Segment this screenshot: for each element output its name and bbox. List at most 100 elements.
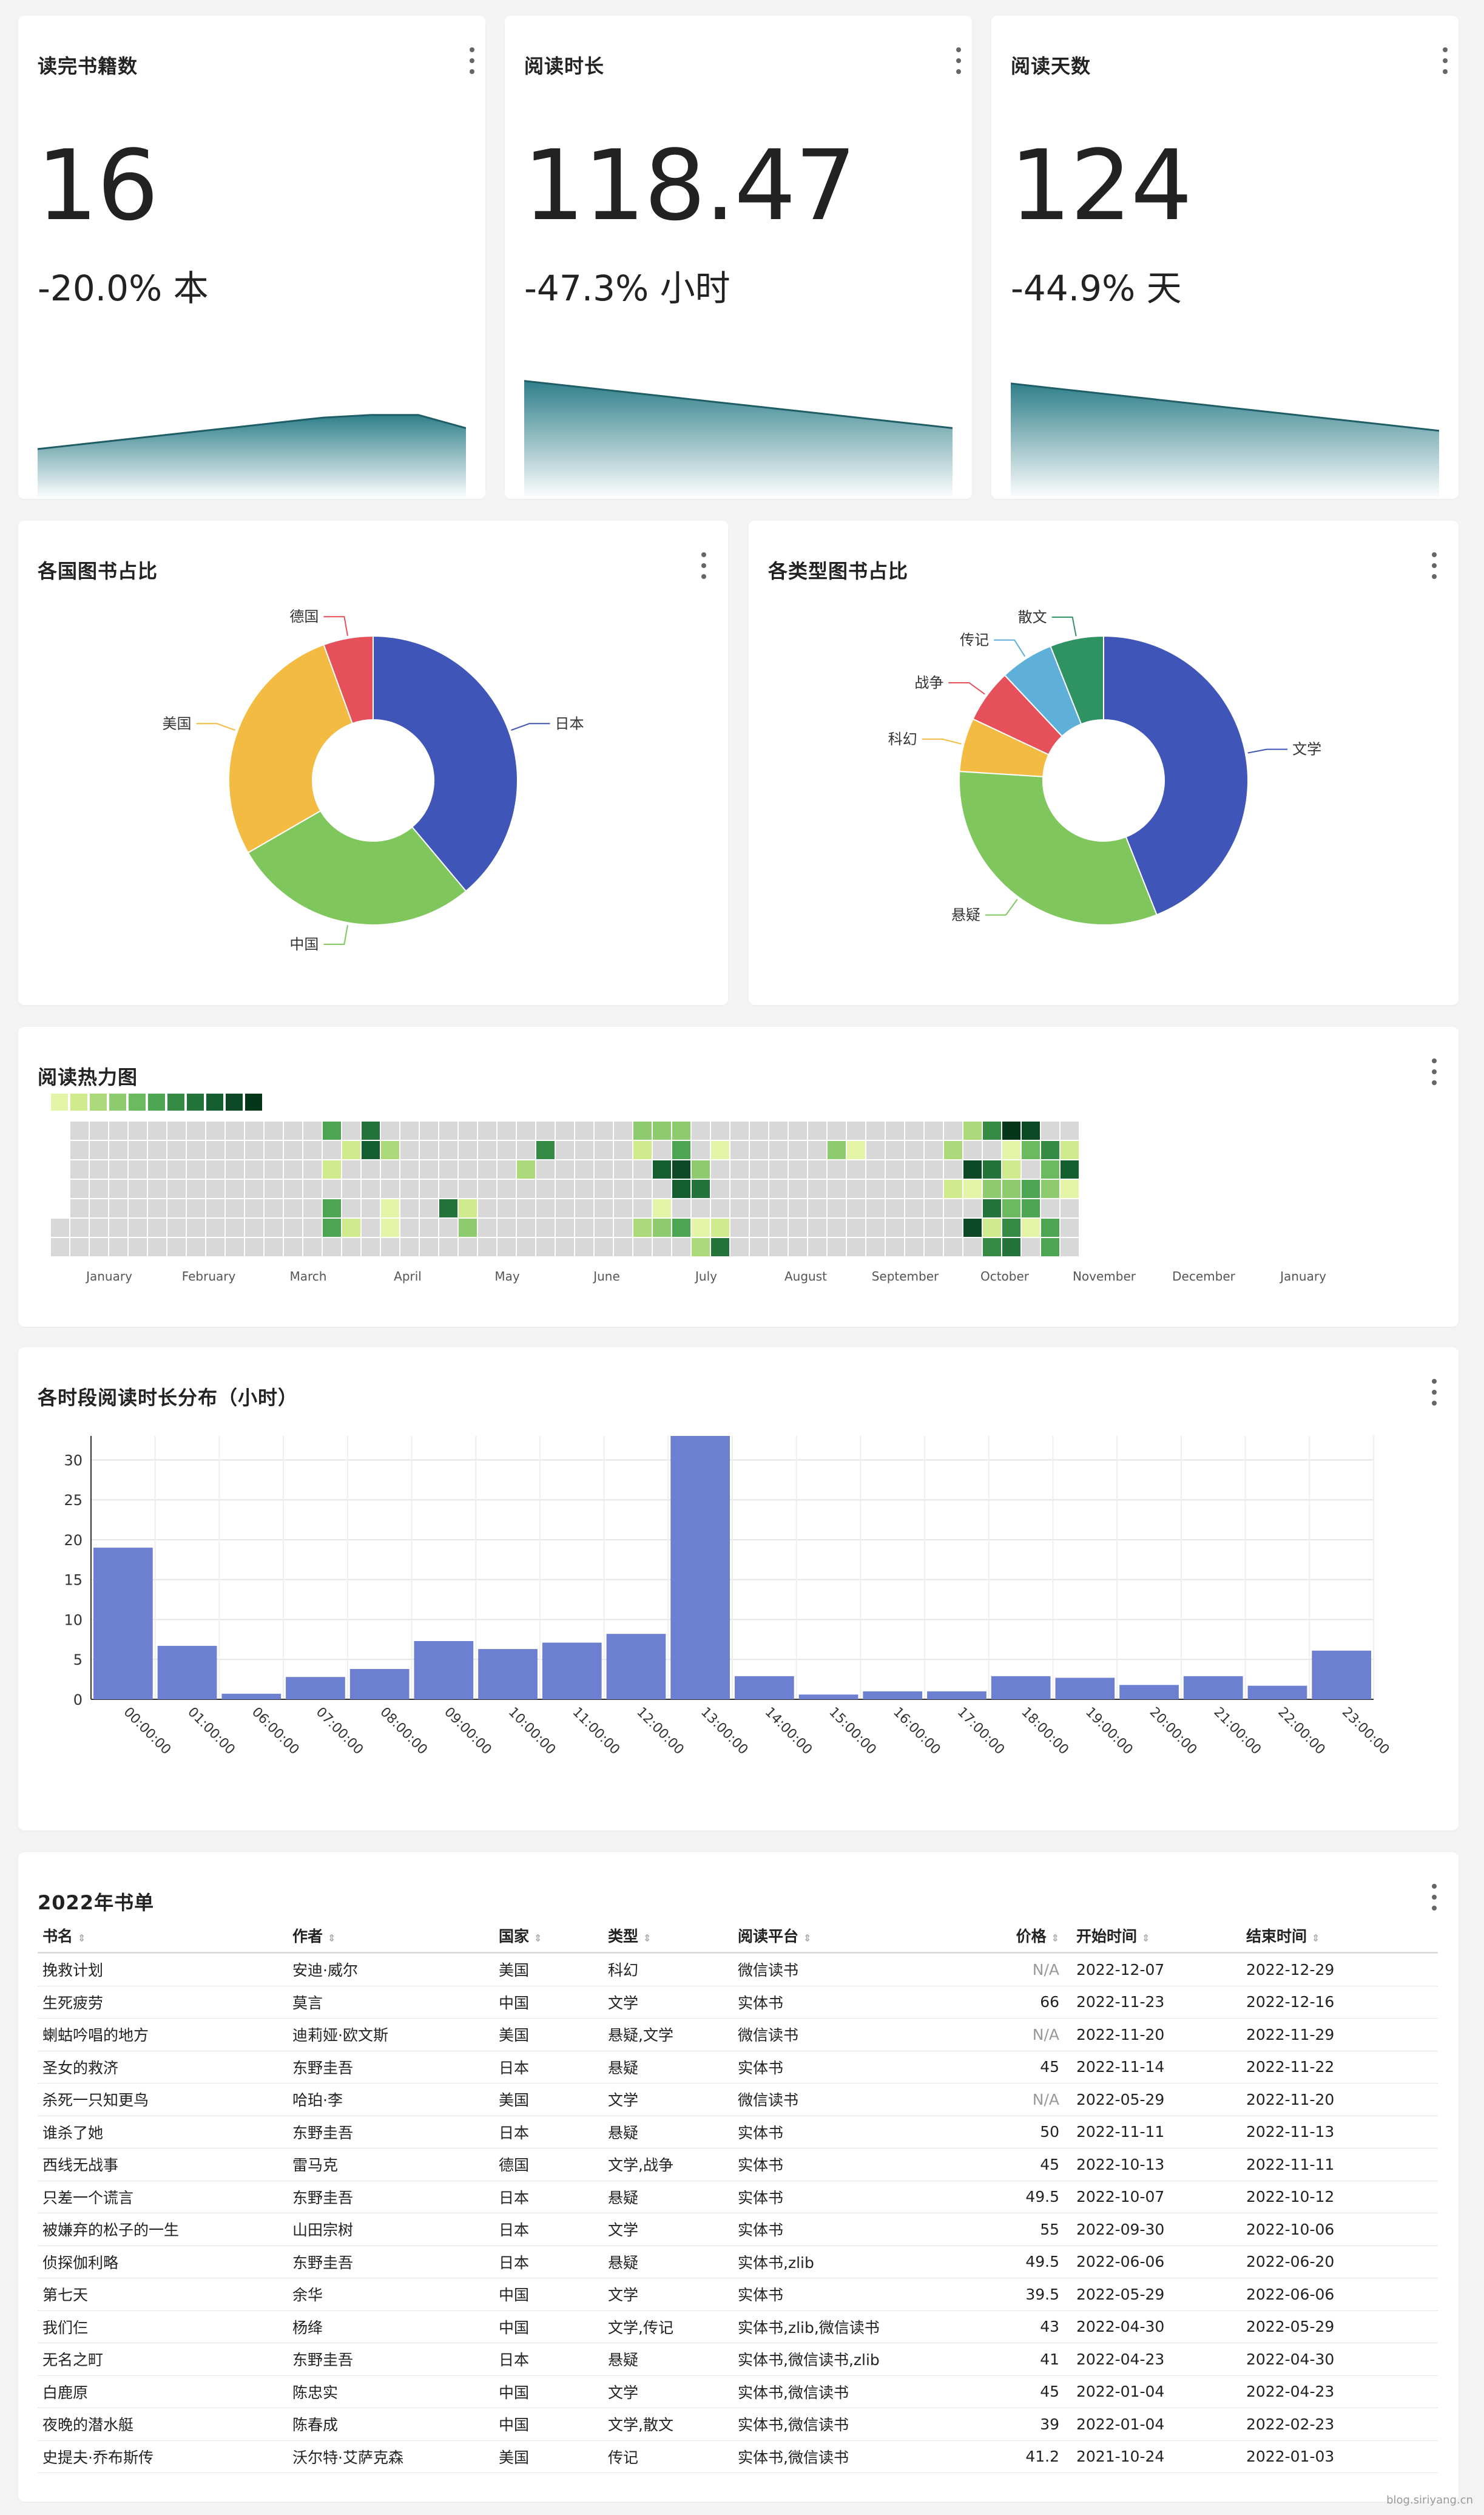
heatmap-cell <box>692 1160 710 1179</box>
heatmap-cell <box>692 1199 710 1217</box>
pie-label: 科幻 <box>888 731 917 748</box>
heatmap-cell <box>886 1122 904 1140</box>
table-cell: 陈忠实 <box>288 2375 494 2408</box>
heatmap-cell <box>70 1141 89 1159</box>
month-label: May <box>494 1269 520 1284</box>
table-cell: 日本 <box>494 2213 603 2246</box>
heatmap-cell <box>692 1180 710 1198</box>
more-options-icon[interactable] <box>1428 1379 1440 1406</box>
heatmap-cell <box>1041 1180 1059 1198</box>
y-tick-label: 5 <box>73 1651 83 1668</box>
heatmap-cell <box>769 1122 788 1140</box>
heatmap-cell <box>70 1219 89 1237</box>
sort-icon[interactable]: ⇕ <box>78 1932 86 1944</box>
sort-icon[interactable]: ⇕ <box>1051 1932 1059 1944</box>
y-tick-label: 20 <box>64 1532 83 1549</box>
heatmap-cell <box>90 1199 108 1217</box>
legend-swatch <box>109 1094 126 1111</box>
heatmap-cell <box>226 1219 244 1237</box>
heatmap-cell <box>129 1122 147 1140</box>
heatmap-cell <box>828 1180 846 1198</box>
heatmap-cell <box>381 1160 399 1179</box>
table-cell: 49.5 <box>939 2181 1071 2213</box>
table-cell: 实体书 <box>733 2116 939 2148</box>
column-header[interactable]: 书名 ⇕ <box>38 1919 288 1954</box>
sort-icon[interactable]: ⇕ <box>328 1932 336 1944</box>
column-header[interactable]: 国家 ⇕ <box>494 1919 603 1954</box>
heatmap-cell <box>963 1160 982 1179</box>
heatmap-cell <box>595 1141 613 1159</box>
table-cell: 2022-04-30 <box>1241 2343 1438 2376</box>
sort-icon[interactable]: ⇕ <box>643 1932 652 1944</box>
table-cell: 日本 <box>494 2343 603 2376</box>
column-header[interactable]: 阅读平台 ⇕ <box>733 1919 939 1954</box>
kpi-delta: -44.9% 天 <box>1011 268 1182 309</box>
heatmap-cell <box>1061 1180 1079 1198</box>
heatmap-cell <box>167 1160 186 1179</box>
table-cell: 日本 <box>494 2051 603 2083</box>
book-list-card: 2022年书单 书名 ⇕ 作者 ⇕ 国家 ⇕ 类型 ⇕ 阅读平台 ⇕ 价格 ⇕ 开始时间 ⇕ … <box>18 1852 1459 2502</box>
heatmap-cell <box>187 1238 205 1256</box>
table-cell: 日本 <box>494 2181 603 2213</box>
heatmap-cell <box>730 1219 749 1237</box>
table-cell: 实体书 <box>733 2213 939 2246</box>
heatmap-cell <box>226 1160 244 1179</box>
heatmap-cell <box>362 1219 380 1237</box>
legend-swatch <box>226 1094 243 1111</box>
heatmap-cell <box>478 1199 496 1217</box>
sort-icon[interactable]: ⇕ <box>1312 1932 1320 1944</box>
heatmap-cell <box>206 1238 224 1256</box>
heatmap-cell <box>303 1122 322 1140</box>
month-label: January <box>1279 1269 1326 1284</box>
column-header[interactable]: 价格 ⇕ <box>939 1919 1071 1954</box>
heatmap-cell <box>905 1122 923 1140</box>
table-cell: 2022-12-16 <box>1241 1986 1438 2019</box>
heatmap-cell <box>905 1141 923 1159</box>
kpi-sparkline <box>38 414 466 499</box>
table-cell: 无名之町 <box>38 2343 288 2376</box>
table-cell: 实体书,zlib <box>733 2246 939 2278</box>
column-header[interactable]: 结束时间 ⇕ <box>1241 1919 1438 1954</box>
heatmap-cell <box>556 1199 574 1217</box>
table-cell: 杀死一只知更鸟 <box>38 2083 288 2116</box>
more-options-icon[interactable] <box>698 552 710 579</box>
table-cell: 科幻 <box>603 1952 733 1986</box>
more-options-icon[interactable] <box>953 47 965 74</box>
heatmap-cell <box>439 1199 457 1217</box>
more-options-icon[interactable] <box>466 47 478 74</box>
table-cell: 实体书 <box>733 2181 939 2213</box>
sort-icon[interactable]: ⇕ <box>534 1932 542 1944</box>
table-cell: 中国 <box>494 2278 603 2311</box>
table-cell: 微信读书 <box>733 1952 939 1986</box>
table-cell: 中国 <box>494 2408 603 2441</box>
heatmap-cell <box>1061 1219 1079 1237</box>
legend-swatch <box>51 1094 68 1111</box>
heatmap-cell <box>556 1141 574 1159</box>
heatmap-cell <box>478 1219 496 1237</box>
table-cell: 2022-01-04 <box>1071 2408 1241 2441</box>
heatmap-cell <box>303 1238 322 1256</box>
heatmap-cell <box>109 1219 127 1237</box>
heatmap-cell <box>420 1122 438 1140</box>
heatmap-cell <box>963 1180 982 1198</box>
more-options-icon[interactable] <box>1428 1884 1440 1911</box>
sort-icon[interactable]: ⇕ <box>803 1932 812 1944</box>
more-options-icon[interactable] <box>1439 47 1451 74</box>
table-cell: 2022-04-23 <box>1071 2343 1241 2376</box>
column-header[interactable]: 作者 ⇕ <box>288 1919 494 1954</box>
heatmap-cell <box>633 1122 652 1140</box>
column-header[interactable]: 类型 ⇕ <box>603 1919 733 1954</box>
bar <box>221 1693 282 1699</box>
heatmap-cell <box>866 1122 885 1140</box>
heatmap-cell <box>517 1122 535 1140</box>
column-header[interactable]: 开始时间 ⇕ <box>1071 1919 1241 1954</box>
heatmap-cell <box>905 1238 923 1256</box>
more-options-icon[interactable] <box>1428 552 1440 579</box>
heatmap-cell <box>905 1180 923 1198</box>
heatmap-cell <box>51 1219 69 1237</box>
sort-icon[interactable]: ⇕ <box>1142 1932 1150 1944</box>
heatmap-cell <box>284 1238 302 1256</box>
more-options-icon[interactable] <box>1428 1058 1440 1085</box>
legend-swatch <box>187 1094 204 1111</box>
heatmap-cell <box>730 1160 749 1179</box>
